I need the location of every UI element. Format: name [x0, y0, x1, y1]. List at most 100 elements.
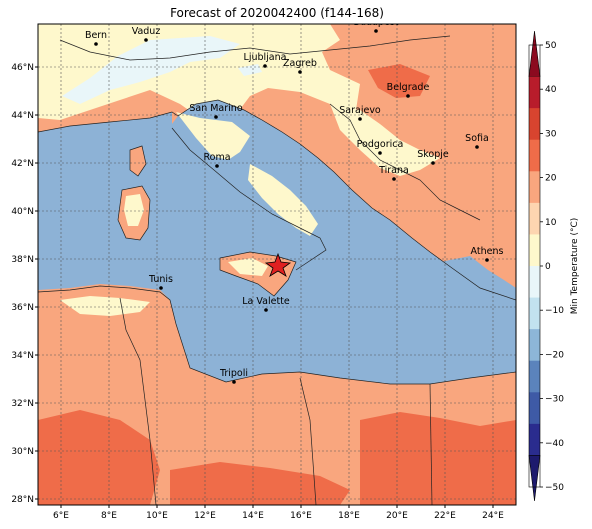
city-label: Bern	[85, 30, 107, 41]
colorbar-segment	[529, 329, 540, 362]
colorbar-segment	[529, 76, 540, 109]
city-dot	[358, 117, 362, 121]
city-dot	[475, 145, 479, 149]
latitude-axis: 28°N 30°N 32°N 34°N 36°N 38°N 40°N 42°N 44°N 46°N	[11, 63, 38, 505]
colorbar-segment	[529, 297, 540, 330]
city-label: Sarajevo	[339, 105, 381, 116]
city-dot	[431, 161, 435, 165]
city-label: Sofia	[465, 133, 489, 144]
city-dot	[485, 258, 489, 262]
lat-tick-label: 44°N	[11, 111, 34, 121]
lon-tick-label: 8°E	[101, 511, 117, 521]
colorbar-segment	[529, 392, 540, 425]
city-label: Skopje	[417, 149, 449, 160]
colorbar-tick-label: −40	[545, 439, 564, 449]
city-dot	[94, 42, 98, 46]
africa-hot-south	[170, 462, 350, 505]
colorbar-tick-label: 50	[545, 41, 557, 51]
italy-cool	[176, 112, 250, 160]
city-ljubljana: Ljubljana	[244, 52, 287, 68]
colorbar-tick-label: −10	[545, 306, 564, 316]
colorbar-segment	[529, 139, 540, 172]
city-tripoli: Tripoli	[219, 368, 248, 384]
city-dot	[263, 64, 267, 68]
city-label: Belgrade	[387, 82, 430, 93]
city-label: Tirana	[378, 165, 409, 176]
city-label: San Marino	[189, 103, 242, 114]
city-sarajevo: Sarajevo	[339, 105, 381, 121]
africa-hot-east	[360, 412, 516, 505]
aegean-sea	[440, 256, 516, 308]
city-belgrade: Belgrade	[387, 82, 430, 98]
italy-cool-south	[248, 164, 318, 236]
city-sofia: Sofia	[465, 133, 489, 149]
city-label: Budapest	[354, 17, 399, 28]
city-label: La Valette	[242, 296, 290, 307]
lat-tick-label: 34°N	[11, 351, 34, 361]
lat-tick-label: 42°N	[11, 159, 34, 169]
city-podgorica: Podgorica	[357, 139, 404, 155]
lon-tick-label: 16°E	[290, 511, 312, 521]
city-zagreb: Zagreb	[283, 58, 317, 74]
colorbar-tick-label: 0	[545, 262, 551, 272]
lat-tick-label: 32°N	[11, 399, 34, 409]
city-san-marino: San Marino	[189, 103, 243, 119]
city-dot	[159, 286, 163, 290]
city-vaduz: Vaduz	[132, 26, 161, 42]
colorbar-segment	[529, 234, 540, 267]
colorbar-tick-label: −50	[545, 483, 564, 493]
lat-tick-label: 28°N	[11, 495, 34, 505]
lat-tick-label: 38°N	[11, 255, 34, 265]
colorbar-label: Min Temperature (°C)	[570, 218, 580, 315]
colorbar-tick-label: 20	[545, 174, 557, 184]
city-tirana: Tirana	[378, 165, 409, 181]
city-la-valette: La Valette	[242, 296, 290, 312]
colorbar-tick-label: −30	[545, 395, 564, 405]
lon-tick-label: 20°E	[386, 511, 408, 521]
city-label: Ljubljana	[244, 52, 287, 63]
lon-tick-label: 6°E	[53, 511, 69, 521]
colorbar-tick-label: 30	[545, 129, 557, 139]
lat-tick-label: 46°N	[11, 63, 34, 73]
borders	[38, 35, 516, 505]
lat-tick-label: 36°N	[11, 303, 34, 313]
city-dot	[374, 29, 378, 33]
map-frame	[37, 23, 517, 506]
map-title: Forecast of 2020042400 (f144-168)	[170, 6, 384, 20]
colorbar: 50 40 30 20 10 0 −10 −20 −30 −40 −50	[528, 30, 564, 502]
africa-cool-coast	[60, 296, 150, 316]
city-dot	[392, 177, 396, 181]
city-label: Vaduz	[132, 26, 161, 37]
lat-tick-label: 30°N	[11, 447, 34, 457]
africa-hot-west	[38, 410, 160, 505]
colorbar-tick-label: 40	[545, 85, 557, 95]
longitude-axis: 6°E 8°E 10°E 12°E 14°E 16°E 18°E 20°E 22°E 24°E	[53, 505, 504, 521]
city-dot	[406, 94, 410, 98]
lon-tick-label: 22°E	[434, 511, 456, 521]
city-dot	[215, 164, 219, 168]
city-skopje: Skopje	[417, 149, 449, 165]
colorbar-tick-label: −20	[545, 350, 564, 360]
city-dot	[232, 380, 236, 384]
city-label: Athens	[471, 246, 504, 257]
land-cool-balkans	[330, 104, 440, 176]
city-dot	[298, 70, 302, 74]
map-grid	[38, 24, 516, 505]
lat-tick-label: 40°N	[11, 207, 34, 217]
city-label: Tripoli	[219, 368, 248, 379]
colorbar-segment	[529, 202, 540, 235]
lon-tick-label: 12°E	[194, 511, 216, 521]
city-label: Roma	[203, 152, 230, 163]
city-budapest: Budapest	[354, 17, 399, 33]
city-label: Podgorica	[357, 139, 404, 150]
sardinia-cool	[124, 194, 144, 226]
forecast-location-star-marker	[264, 252, 292, 277]
city-tunis: Tunis	[148, 274, 173, 290]
colorbar-segment	[529, 423, 540, 456]
colorbar-tick-label: 10	[545, 218, 557, 228]
colorbar-segment	[529, 108, 540, 141]
lon-tick-label: 18°E	[338, 511, 360, 521]
